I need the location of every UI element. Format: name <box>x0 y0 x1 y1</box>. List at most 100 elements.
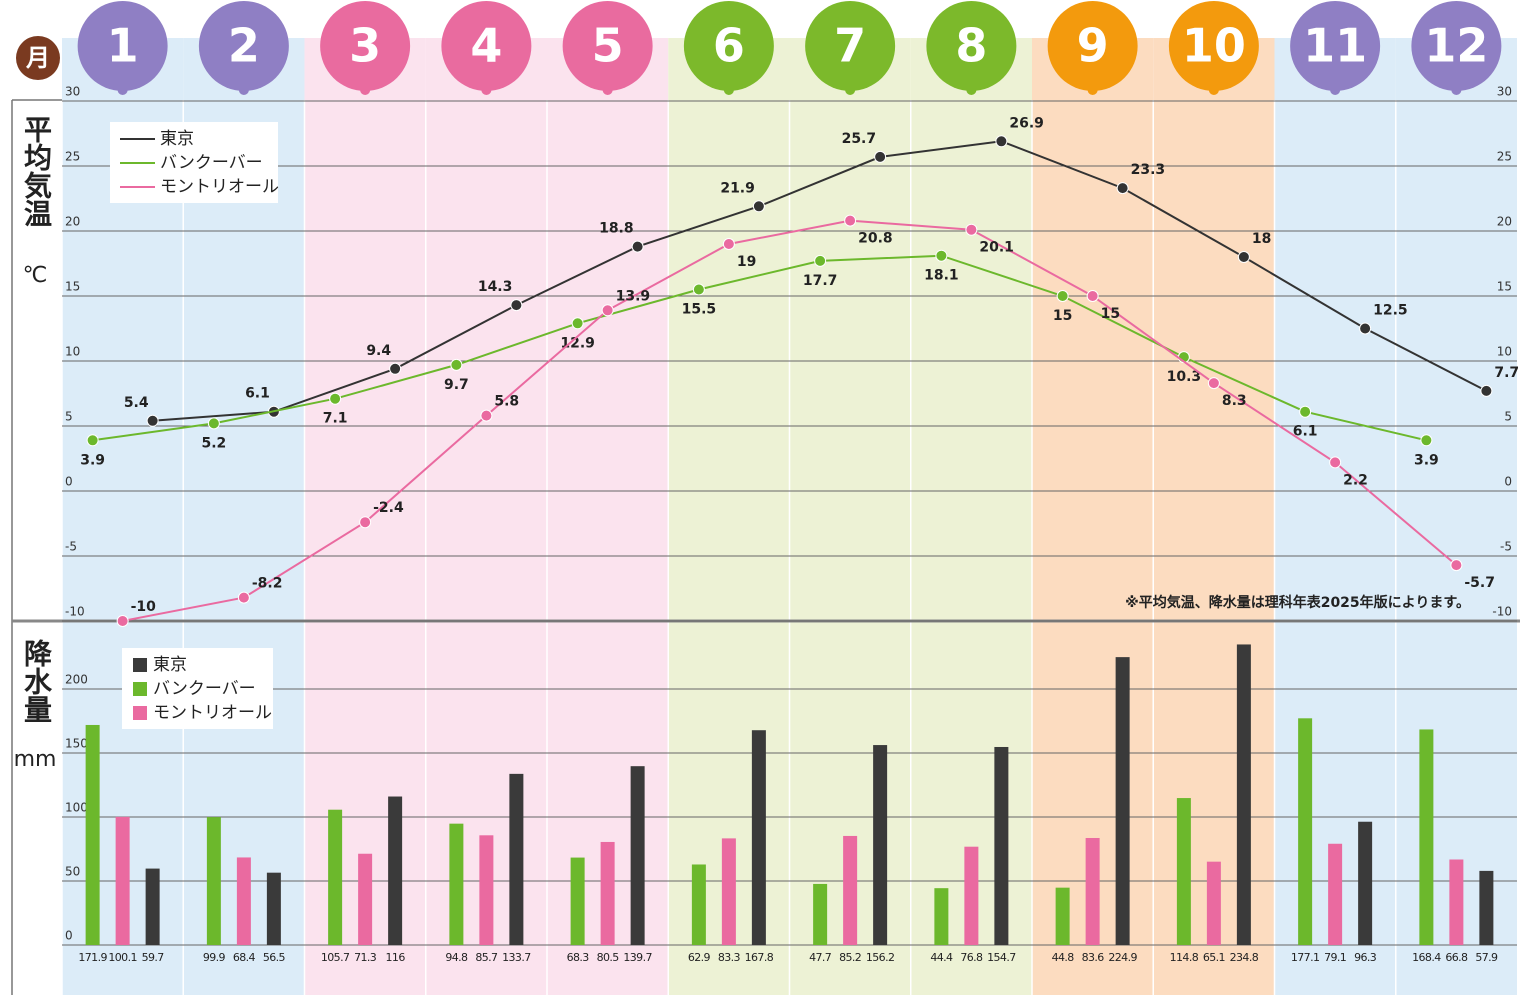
month-circle <box>198 1 289 91</box>
month-band <box>1395 38 1517 995</box>
y-tick-label: 5 <box>1504 410 1512 424</box>
bar <box>509 773 524 945</box>
month-circle <box>77 1 168 91</box>
bar <box>751 730 766 945</box>
data-label: 68.3 <box>567 951 590 964</box>
month-circle <box>683 1 774 91</box>
y-axis-unit: ℃ <box>23 263 48 288</box>
data-label: 20.1 <box>979 240 1014 256</box>
legend-swatch <box>133 658 147 672</box>
data-label: 12.5 <box>1373 303 1408 319</box>
bar <box>813 883 828 945</box>
legend-label: 東京 <box>153 655 187 675</box>
bar <box>1419 729 1434 945</box>
data-label: 3.9 <box>80 452 105 468</box>
bar <box>358 853 373 945</box>
data-label: 5.8 <box>494 394 519 410</box>
data-label: 19 <box>737 254 756 270</box>
y-tick-label: 25 <box>1497 150 1512 164</box>
data-label: 156.2 <box>866 951 895 964</box>
legend-label: 東京 <box>160 129 194 149</box>
month-circle <box>1047 1 1138 91</box>
bar <box>328 809 343 945</box>
point <box>722 238 735 250</box>
data-label: 15 <box>1101 306 1120 322</box>
data-label: 85.2 <box>839 951 861 964</box>
data-label: 76.8 <box>960 951 983 964</box>
bar <box>721 838 736 945</box>
y-tick-label: 0 <box>1504 475 1512 489</box>
x-tick-label: 11 <box>1303 19 1367 73</box>
data-label: 6.1 <box>1293 424 1318 440</box>
data-label: 114.8 <box>1170 951 1199 964</box>
line <box>152 140 1487 422</box>
data-label: 5.4 <box>124 395 149 411</box>
x-tick-label: 4 <box>470 19 502 73</box>
bar <box>1176 798 1191 945</box>
point <box>389 362 402 375</box>
bar <box>145 868 160 945</box>
x-tick-label: 7 <box>834 19 866 73</box>
data-label: 25.7 <box>842 131 877 147</box>
data-label: 85.7 <box>475 951 498 964</box>
data-label: 79.1 <box>1324 951 1346 964</box>
point <box>631 240 644 253</box>
data-label: 116 <box>386 951 406 964</box>
data-label: 9.4 <box>366 343 391 359</box>
data-label: -2.4 <box>373 500 404 516</box>
y-tick-label: 0 <box>65 929 73 943</box>
bar <box>570 857 585 945</box>
month-band <box>1032 38 1154 995</box>
data-label: 44.8 <box>1052 951 1075 964</box>
data-label: 96.3 <box>1354 951 1377 964</box>
point <box>1056 290 1069 302</box>
data-label: 94.8 <box>445 951 468 964</box>
data-label: -10 <box>131 599 157 615</box>
point <box>237 591 250 604</box>
data-label: 154.7 <box>987 951 1016 964</box>
point <box>359 516 372 529</box>
month-band <box>910 38 1032 995</box>
data-label: 7.7 <box>1494 365 1519 381</box>
legend-label: モントリオール <box>153 703 272 723</box>
month-badge <box>16 36 60 80</box>
bar <box>1236 644 1251 945</box>
legend-swatch <box>133 682 147 696</box>
data-label: 65.1 <box>1203 951 1225 964</box>
data-label: 59.7 <box>142 951 165 964</box>
data-label: 12.9 <box>560 335 595 351</box>
bar <box>873 745 888 945</box>
bar <box>994 746 1009 945</box>
point <box>965 223 978 236</box>
data-label: 47.7 <box>809 951 832 964</box>
data-label: 21.9 <box>720 180 755 196</box>
point <box>814 254 827 267</box>
data-label: 68.4 <box>233 951 256 964</box>
point <box>1299 405 1312 418</box>
month-band <box>668 38 790 995</box>
x-tick-label: 5 <box>592 19 624 73</box>
data-label: 7.1 <box>323 411 348 427</box>
point <box>571 317 584 330</box>
point <box>1086 290 1099 302</box>
point <box>1359 322 1372 335</box>
bar <box>964 846 979 945</box>
data-label: 18.1 <box>924 268 959 284</box>
data-label: 80.5 <box>597 951 620 964</box>
month-circle <box>1290 1 1381 91</box>
point <box>329 392 342 405</box>
point <box>1480 384 1493 397</box>
data-label: 234.8 <box>1230 951 1259 964</box>
point <box>1207 377 1220 390</box>
annotation: ※平均気温、降水量は理科年表2025年版によります。 <box>1125 594 1470 611</box>
point <box>207 417 220 430</box>
month-band <box>547 38 669 995</box>
data-label: 100.1 <box>108 951 137 964</box>
data-label: 171.9 <box>78 951 107 964</box>
bar <box>1358 821 1373 945</box>
data-label: 133.7 <box>502 951 531 964</box>
point <box>1116 182 1129 195</box>
data-label: 139.7 <box>623 951 652 964</box>
y-tick-label: 5 <box>65 410 73 424</box>
